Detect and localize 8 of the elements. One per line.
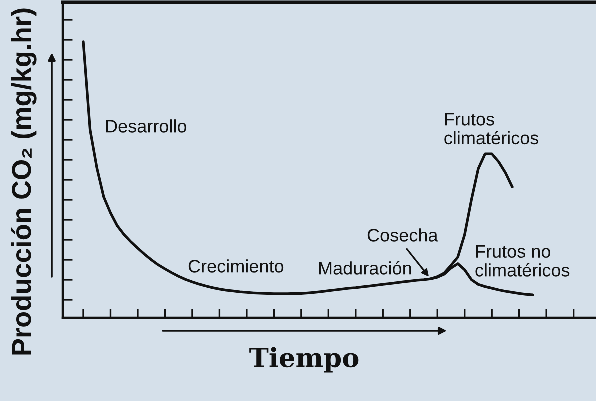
annotation: Maduración <box>319 261 412 275</box>
series-label: Frutos climatéricos <box>444 113 539 145</box>
x-axis-title: Tiempo <box>250 347 359 373</box>
annotation: Cosecha <box>368 228 438 242</box>
y-axis-title: Producción CO₂ (mg/kg.hr) <box>11 8 37 355</box>
annotation: Crecimiento <box>188 260 284 273</box>
series-label: Frutos no climatéricos <box>476 245 570 277</box>
annotation: Desarrollo <box>106 120 187 133</box>
